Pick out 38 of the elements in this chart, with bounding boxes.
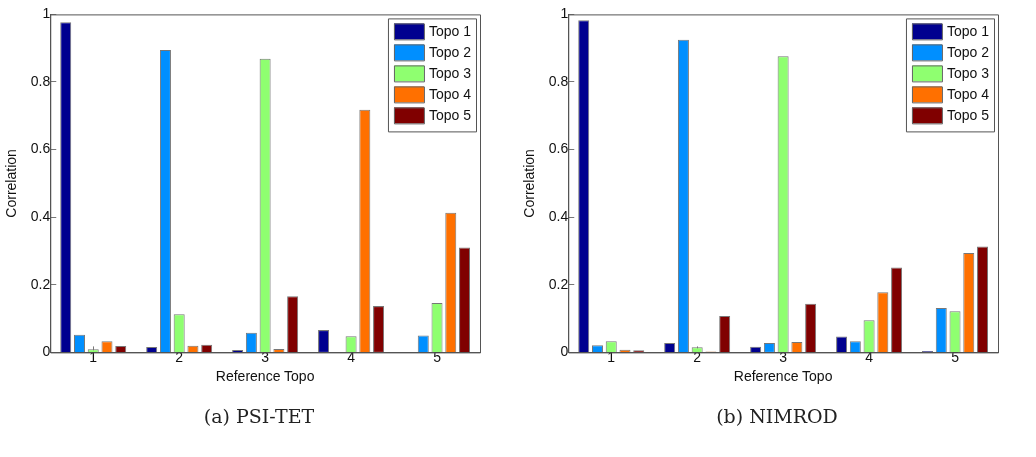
y-axis-title: Correlation: [521, 149, 538, 218]
y-tick-label: 1: [560, 5, 569, 22]
legend-label: Topo 1: [428, 23, 472, 40]
legend-label: Topo 3: [428, 65, 472, 82]
text: (a) PSI-TET: [202, 405, 316, 427]
x-tick-label: 3: [779, 348, 788, 365]
x-tick-label: 2: [175, 348, 184, 365]
legend-label: Topo 2: [946, 44, 990, 61]
x-tick-label: 1: [89, 348, 98, 365]
legend-label: Topo 5: [946, 107, 990, 124]
legend-label: Topo 2: [428, 44, 472, 61]
x-tick-label: 4: [347, 348, 356, 365]
legend-label: Topo 3: [946, 65, 990, 82]
y-tick-label: 0.4: [548, 208, 569, 225]
y-tick-label: 0.8: [548, 72, 569, 89]
y-tick-label: 0.2: [30, 275, 51, 292]
legend-label: Topo 5: [428, 107, 472, 124]
y-tick-label: 0.8: [30, 72, 51, 89]
legend-label: Topo 1: [946, 23, 990, 40]
y-axis-title: Correlation: [3, 149, 20, 218]
y-tick-label: 0: [560, 343, 569, 360]
legend-label: Topo 4: [946, 86, 990, 103]
x-tick-label: 5: [433, 348, 442, 365]
x-axis-title: Reference Topo: [215, 368, 315, 385]
y-tick-label: 0.2: [548, 275, 569, 292]
y-tick-label: 1: [42, 5, 51, 22]
x-tick-label: 1: [607, 348, 616, 365]
legend-label: Topo 4: [428, 86, 472, 103]
y-tick-label: 0.6: [30, 140, 51, 157]
y-tick-label: 0.6: [548, 140, 569, 157]
y-tick-label: 0: [42, 343, 51, 360]
x-tick-label: 4: [865, 348, 874, 365]
x-axis-title: Reference Topo: [733, 368, 833, 385]
x-tick-label: 5: [951, 348, 960, 365]
x-tick-label: 2: [693, 348, 702, 365]
y-tick-label: 0.4: [30, 208, 51, 225]
text: (b) NIMROD: [715, 405, 839, 427]
x-tick-label: 3: [261, 348, 270, 365]
